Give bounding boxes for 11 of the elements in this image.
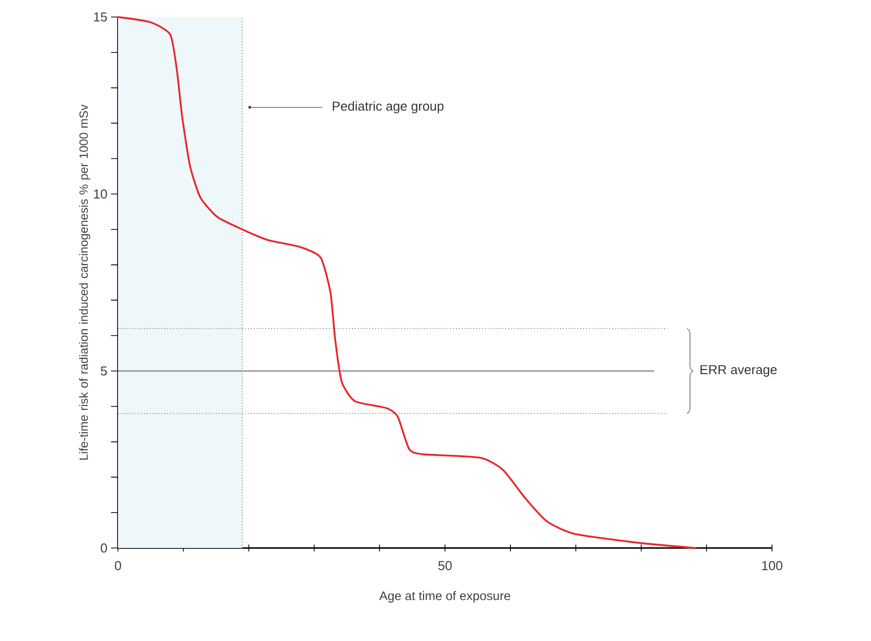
x-tick-label: 50: [438, 561, 452, 570]
y-tick-label: 15: [94, 12, 107, 22]
x-tick-label: 0: [114, 561, 122, 570]
x-axis-title: Age at time of exposure: [379, 591, 510, 603]
band-label: Pediatric age group: [332, 101, 444, 114]
x-tick-label: 100: [762, 561, 782, 570]
y-tick-label: 10: [94, 189, 107, 199]
y-axis-title: Life-time risk of radiation induced carcinogenesis % per 1000 mSv: [79, 104, 90, 460]
y-tick-label: 5: [100, 366, 107, 376]
y-tick-label: 0: [100, 543, 107, 553]
annotation: ERR average: [700, 365, 777, 377]
